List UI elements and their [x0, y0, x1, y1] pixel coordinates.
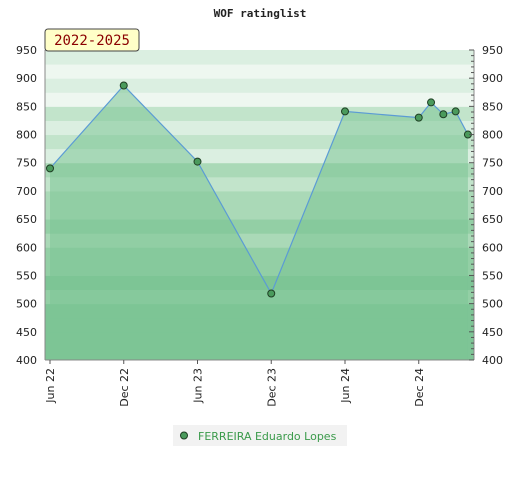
period-badge: 2022-2025 — [44, 28, 140, 52]
series-area — [50, 85, 468, 360]
x-tick-label: Dec 22 — [118, 368, 131, 407]
y-axis-right-labels: 400 450 500 550 600 650 700 750 800 850 900 950 — [482, 44, 503, 367]
y-tick-label-right: 850 — [482, 100, 503, 113]
data-point — [451, 107, 460, 116]
y-tick-label-right: 800 — [482, 129, 503, 142]
y-tick-label-right: 450 — [482, 326, 503, 339]
x-axis-labels: Jun 22 Dec 22 Jun 23 Dec 23 Jun 24 Dec 24 — [44, 360, 426, 407]
y-tick-label-left: 900 — [16, 72, 37, 85]
data-point — [439, 110, 448, 119]
data-point — [119, 81, 128, 90]
y-tick-label-left: 550 — [16, 269, 37, 282]
x-tick-label: Jun 23 — [192, 368, 205, 404]
legend: FERREIRA Eduardo Lopes — [173, 425, 347, 446]
y-tick-label-right: 900 — [482, 72, 503, 85]
data-point — [193, 157, 202, 166]
y-tick-label-left: 850 — [16, 100, 37, 113]
background-band — [45, 50, 474, 65]
y-tick-label-left: 650 — [16, 213, 37, 226]
y-tick-label-left: 750 — [16, 157, 37, 170]
y-tick-label-right: 500 — [482, 298, 503, 311]
y-tick-label-right: 600 — [482, 241, 503, 254]
x-tick-label: Dec 24 — [413, 368, 426, 407]
y-tick-label-left: 800 — [16, 129, 37, 142]
legend-entry: FERREIRA Eduardo Lopes — [198, 430, 337, 443]
y-tick-label-left: 400 — [16, 354, 37, 367]
period-label: 2022-2025 — [54, 33, 130, 49]
background-band — [45, 92, 474, 107]
data-point — [414, 113, 423, 122]
data-point — [267, 289, 276, 298]
y-tick-label-right: 700 — [482, 185, 503, 198]
background-band — [45, 64, 474, 79]
y-tick-label-left: 950 — [16, 44, 37, 57]
y-tick-label-left: 700 — [16, 185, 37, 198]
y-tick-label-left: 600 — [16, 241, 37, 254]
data-point — [46, 164, 54, 173]
x-tick-label: Jun 22 — [44, 368, 57, 404]
legend-marker — [180, 431, 188, 440]
axes — [44, 49, 475, 361]
chart-title: WOF ratinglist — [214, 7, 307, 20]
y-tick-label-right: 950 — [482, 44, 503, 57]
x-tick-label: Jun 24 — [339, 368, 352, 404]
series-line — [49, 84, 469, 295]
y-tick-label-left: 500 — [16, 298, 37, 311]
y-tick-label-right: 400 — [482, 354, 503, 367]
y-axis-left-labels: 400 450 500 550 600 650 700 750 800 850 900 950 — [16, 44, 37, 367]
data-point — [341, 107, 349, 116]
y-tick-label-right: 650 — [482, 213, 503, 226]
background-band — [45, 78, 474, 93]
y-tick-label-left: 450 — [16, 326, 37, 339]
y-tick-label-right: 750 — [482, 157, 503, 170]
y-tick-label-right: 550 — [482, 269, 503, 282]
data-point — [427, 98, 436, 107]
x-tick-label: Dec 23 — [265, 368, 278, 407]
data-points — [46, 81, 472, 298]
